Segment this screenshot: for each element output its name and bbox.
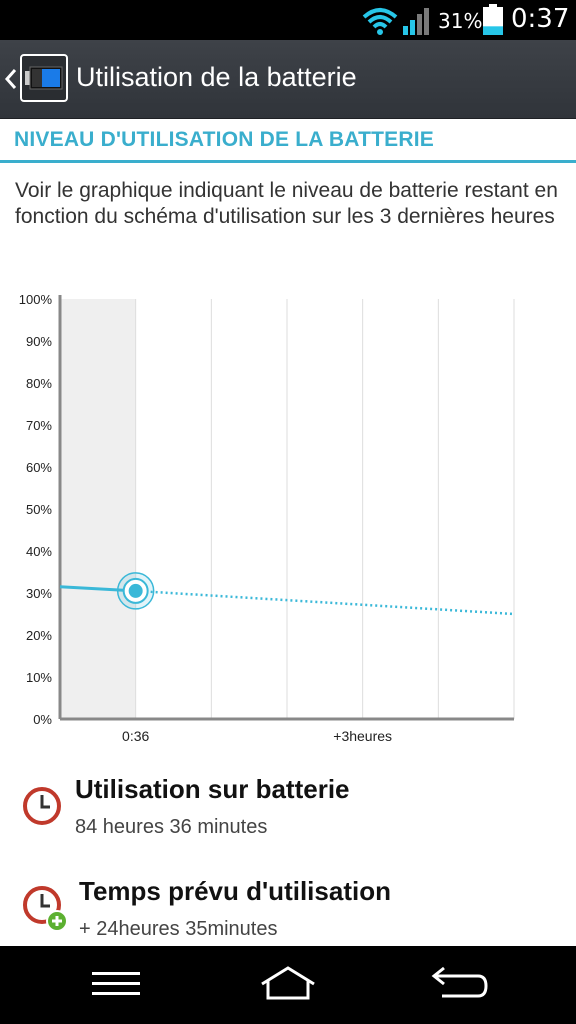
clock: 0:37 <box>511 4 570 34</box>
battery-percent: 31% <box>438 9 483 33</box>
y-tick-label: 60% <box>26 460 52 475</box>
battery-usage-label: Utilisation sur batterie <box>75 774 350 804</box>
history-area <box>60 299 136 719</box>
battery-usage-row: Utilisation sur batterie 84 heures 36 mi… <box>0 770 576 840</box>
home-icon[interactable] <box>258 962 318 1006</box>
y-tick-label: 80% <box>26 376 52 391</box>
status-bar: 31% 0:37 <box>0 0 576 40</box>
y-tick-label: 50% <box>26 502 52 517</box>
navigation-bar <box>0 946 576 1024</box>
y-tick-label: 90% <box>26 334 52 349</box>
y-tick-label: 10% <box>26 670 52 685</box>
section-header: NIVEAU D'UTILISATION DE LA BATTERIE <box>14 128 434 151</box>
estimated-time-value: + 24heures 35minutes <box>79 918 278 940</box>
battery-usage-chart: 100% 90% 80% 70% 60% 50% 40% 30% 20% 10% 0% 0:36 +3h… <box>19 292 515 744</box>
clock-icon <box>23 787 61 825</box>
section-description: Voir le graphique indiquant le niveau de… <box>15 179 558 228</box>
wifi-icon <box>362 8 398 35</box>
battery-icon <box>483 4 503 35</box>
page-title: Utilisation de la batterie <box>76 62 357 92</box>
y-tick-label: 0% <box>33 712 52 727</box>
y-tick-label: 100% <box>19 292 53 307</box>
signal-icon <box>403 8 429 35</box>
y-tick-label: 40% <box>26 544 52 559</box>
current-point <box>128 583 143 598</box>
y-tick-label: 20% <box>26 628 52 643</box>
estimated-time-row: Temps prévu d'utilisation + 24heures 35m… <box>0 872 576 946</box>
clock-plus-icon <box>23 886 68 932</box>
y-tick-label: 70% <box>26 418 52 433</box>
menu-icon[interactable] <box>86 962 146 1006</box>
battery-app-icon[interactable] <box>20 54 68 102</box>
section-divider <box>0 160 576 163</box>
action-bar: Utilisation de la batterie <box>0 40 576 119</box>
x-label-now: 0:36 <box>122 728 149 744</box>
y-tick-label: 30% <box>26 586 52 601</box>
x-label-future: +3heures <box>333 728 392 744</box>
back-arrow-icon[interactable] <box>428 962 488 1006</box>
battery-usage-value: 84 heures 36 minutes <box>75 816 268 838</box>
estimated-time-label: Temps prévu d'utilisation <box>79 876 391 906</box>
forecast-line <box>135 589 515 616</box>
back-icon[interactable] <box>2 66 18 92</box>
